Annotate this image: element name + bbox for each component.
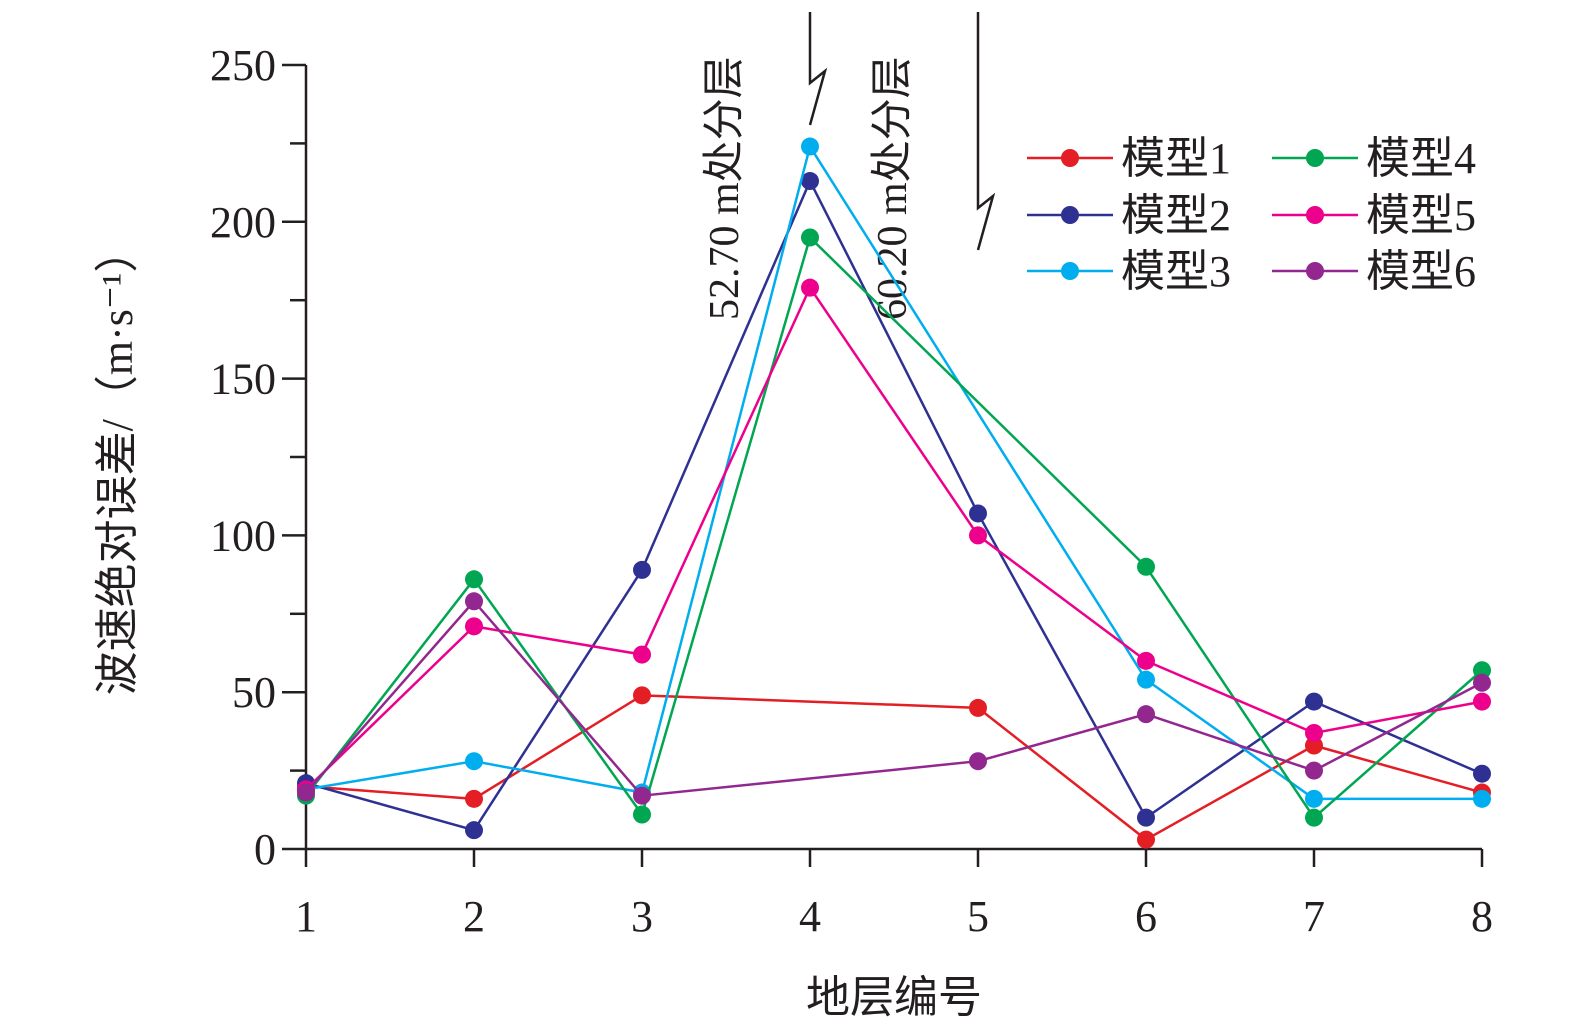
data-point	[1473, 692, 1491, 711]
legend-swatch-marker	[1306, 262, 1324, 280]
data-point	[633, 645, 651, 664]
data-point	[465, 592, 483, 611]
data-point	[801, 228, 819, 247]
data-point	[465, 789, 483, 808]
y-tick-label: 0	[254, 825, 276, 874]
y-axis-title: 波速绝对误差/（m·s⁻¹）	[93, 229, 142, 696]
legend: 模型1 模型2 模型3 模型4 模型5 模型6	[1027, 134, 1476, 296]
legend-swatch-marker	[1061, 206, 1079, 224]
y-ticks: 0 50 100 150 200 250	[210, 41, 306, 874]
legend-item: 模型6	[1272, 247, 1476, 296]
data-point	[801, 278, 819, 297]
data-point	[969, 526, 987, 545]
legend-item: 模型5	[1272, 191, 1476, 240]
legend-label: 模型3	[1121, 247, 1231, 296]
data-point	[1473, 789, 1491, 808]
data-point	[1305, 723, 1323, 742]
data-point	[465, 617, 483, 636]
data-point	[297, 783, 315, 802]
data-point	[1137, 808, 1155, 827]
legend-swatch-marker	[1306, 206, 1324, 224]
legend-item: 模型1	[1027, 134, 1231, 183]
data-point	[465, 821, 483, 840]
x-tick-label: 2	[463, 892, 485, 941]
x-tick-label: 7	[1303, 892, 1325, 941]
x-axis-title: 地层编号	[806, 973, 982, 1022]
data-point	[1137, 651, 1155, 670]
series-layer	[297, 137, 1491, 849]
x-tick-label: 6	[1135, 892, 1157, 941]
data-point	[633, 560, 651, 579]
data-point	[1137, 705, 1155, 724]
data-point	[465, 570, 483, 589]
data-point	[969, 752, 987, 771]
x-tick-label: 8	[1471, 892, 1493, 941]
data-point	[1305, 789, 1323, 808]
data-point	[1305, 692, 1323, 711]
legend-swatch-marker	[1061, 262, 1079, 280]
series-line	[305, 286, 1483, 791]
series	[297, 592, 1491, 805]
x-tick-label: 3	[631, 892, 653, 941]
legend-label: 模型1	[1121, 134, 1231, 183]
data-point	[1305, 808, 1323, 827]
legend-label: 模型5	[1366, 191, 1476, 240]
y-tick-label: 100	[210, 511, 276, 560]
data-point	[969, 504, 987, 523]
legend-label: 模型6	[1366, 247, 1476, 296]
data-point	[465, 752, 483, 771]
data-point	[1305, 761, 1323, 780]
x-tick-label: 5	[967, 892, 989, 941]
x-tick-label: 1	[295, 892, 317, 941]
legend-label: 模型2	[1121, 191, 1231, 240]
legend-item: 模型4	[1272, 134, 1476, 183]
y-tick-label: 200	[210, 198, 276, 247]
data-point	[969, 698, 987, 717]
y-tick-label: 250	[210, 41, 276, 90]
legend-item: 模型2	[1027, 191, 1231, 240]
legend-item: 模型3	[1027, 247, 1231, 296]
y-tick-label: 150	[210, 355, 276, 404]
legend-label: 模型4	[1366, 134, 1476, 183]
data-point	[1473, 764, 1491, 783]
data-point	[633, 786, 651, 805]
data-point	[1137, 670, 1155, 689]
data-point	[1305, 736, 1323, 755]
axes: 0 50 100 150 200 250 1 2 3 4 5 6 7 8	[210, 41, 1493, 941]
data-point	[1473, 661, 1491, 680]
annotation-label: 52.70 m处分层	[702, 56, 748, 320]
boundary-arrow	[808, 12, 828, 126]
x-tick-label: 4	[799, 892, 821, 941]
data-point	[633, 686, 651, 705]
data-point	[801, 172, 819, 191]
series	[297, 278, 1491, 799]
data-point	[633, 805, 651, 824]
data-point	[1137, 830, 1155, 849]
y-tick-label: 50	[232, 668, 276, 717]
x-ticks: 1 2 3 4 5 6 7 8	[295, 849, 1493, 941]
legend-swatch-marker	[1061, 149, 1079, 167]
boundary-arrow	[976, 12, 996, 251]
data-point	[1137, 557, 1155, 576]
legend-swatch-marker	[1306, 149, 1324, 167]
data-point	[1473, 673, 1491, 692]
data-point	[801, 137, 819, 156]
